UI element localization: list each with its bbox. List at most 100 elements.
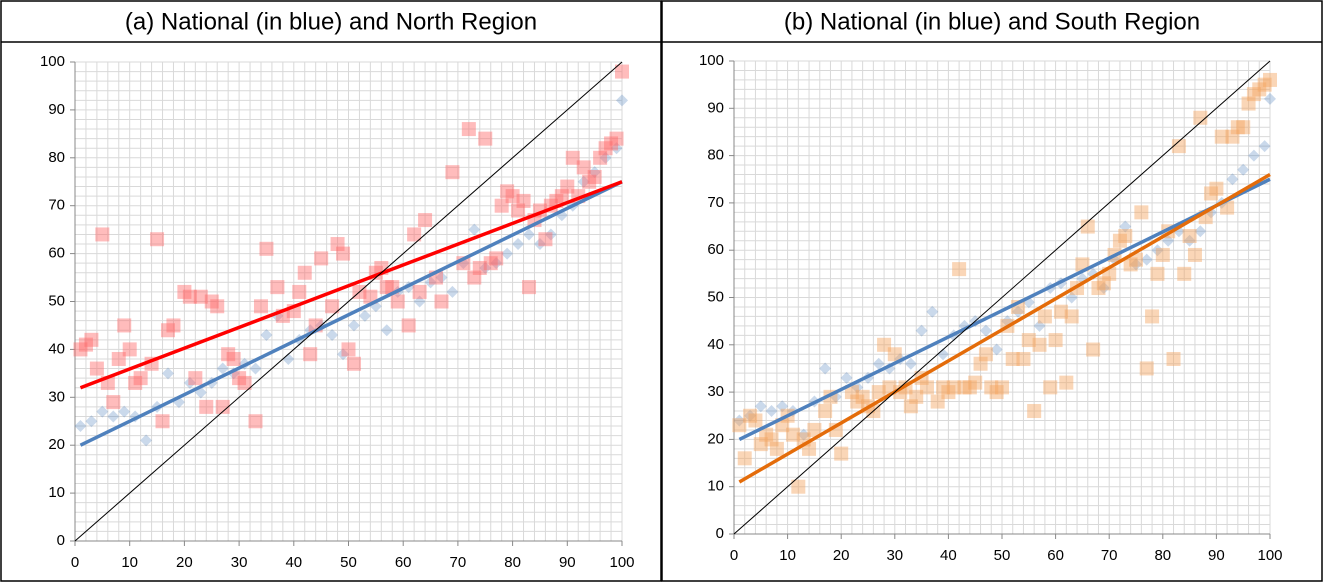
point bbox=[341, 342, 356, 357]
point bbox=[871, 385, 886, 400]
y-tick-label: 50 bbox=[707, 288, 724, 305]
point bbox=[807, 422, 822, 437]
point bbox=[489, 251, 504, 266]
point bbox=[326, 329, 339, 342]
point bbox=[501, 247, 514, 260]
point bbox=[1214, 129, 1229, 144]
point bbox=[834, 446, 849, 461]
point bbox=[418, 213, 433, 228]
point bbox=[1171, 139, 1186, 154]
point bbox=[769, 441, 784, 456]
point bbox=[818, 404, 833, 419]
x-tick-label: 90 bbox=[559, 554, 576, 571]
point bbox=[407, 227, 422, 242]
y-tick-label: 60 bbox=[707, 241, 724, 258]
y-tick-label: 0 bbox=[57, 532, 65, 549]
point bbox=[1043, 380, 1058, 395]
point bbox=[764, 432, 779, 447]
point bbox=[260, 329, 273, 342]
point bbox=[249, 362, 262, 375]
point bbox=[467, 270, 482, 285]
point bbox=[615, 64, 629, 79]
x-tick-label: 50 bbox=[340, 554, 357, 571]
y-tick-label: 70 bbox=[707, 194, 724, 211]
point bbox=[754, 400, 767, 413]
point bbox=[1166, 351, 1181, 366]
y-tick-label: 10 bbox=[48, 484, 65, 501]
point bbox=[872, 357, 885, 370]
point bbox=[1237, 163, 1250, 176]
point bbox=[882, 380, 897, 395]
point bbox=[776, 400, 789, 413]
point bbox=[479, 261, 492, 274]
point bbox=[1048, 333, 1063, 348]
y-tick-label: 20 bbox=[707, 430, 724, 447]
point bbox=[505, 189, 520, 204]
point bbox=[937, 348, 950, 361]
point bbox=[941, 385, 956, 400]
point bbox=[435, 271, 448, 284]
y-tick-label: 30 bbox=[707, 383, 724, 400]
trend-line bbox=[733, 60, 1271, 535]
point bbox=[904, 357, 917, 370]
x-tick-label: 100 bbox=[609, 554, 634, 571]
point bbox=[1119, 220, 1132, 233]
point bbox=[840, 371, 853, 384]
point bbox=[1096, 276, 1111, 291]
x-tick-label: 0 bbox=[71, 554, 79, 571]
point bbox=[743, 408, 758, 423]
point bbox=[560, 179, 575, 194]
x-tick-label: 80 bbox=[504, 554, 521, 571]
x-tick-label: 30 bbox=[886, 547, 903, 564]
point bbox=[424, 276, 437, 289]
point bbox=[538, 232, 553, 247]
point bbox=[118, 405, 131, 418]
x-tick-label: 60 bbox=[1047, 547, 1064, 564]
point bbox=[128, 375, 143, 390]
point bbox=[380, 324, 393, 337]
point bbox=[226, 351, 241, 366]
point bbox=[253, 299, 268, 314]
point bbox=[990, 343, 1003, 356]
point bbox=[85, 415, 98, 428]
point bbox=[577, 175, 590, 188]
x-tick-label: 40 bbox=[285, 554, 302, 571]
point bbox=[472, 260, 487, 275]
point bbox=[733, 414, 746, 427]
point bbox=[1257, 77, 1272, 92]
point bbox=[1151, 244, 1164, 257]
point bbox=[1263, 72, 1277, 87]
point bbox=[609, 131, 624, 146]
point bbox=[744, 409, 757, 422]
point bbox=[166, 318, 181, 333]
x-tick-label: 50 bbox=[994, 547, 1011, 564]
point bbox=[78, 337, 93, 352]
point bbox=[292, 284, 307, 299]
point bbox=[1204, 186, 1219, 201]
point bbox=[193, 289, 208, 304]
point bbox=[1064, 309, 1079, 324]
point bbox=[844, 385, 859, 400]
point bbox=[434, 294, 449, 309]
trend-line bbox=[79, 180, 623, 390]
point bbox=[160, 323, 175, 338]
point bbox=[855, 389, 870, 404]
point bbox=[74, 420, 87, 433]
point bbox=[909, 389, 924, 404]
point bbox=[1097, 282, 1110, 295]
point bbox=[188, 371, 203, 386]
point bbox=[554, 189, 569, 204]
point bbox=[237, 375, 252, 390]
point bbox=[1258, 140, 1271, 153]
point bbox=[232, 371, 247, 386]
point bbox=[337, 348, 350, 361]
y-tick-label: 20 bbox=[48, 436, 65, 453]
point bbox=[819, 362, 832, 375]
point bbox=[926, 305, 939, 318]
x-tick-label: 30 bbox=[231, 554, 248, 571]
point bbox=[446, 285, 459, 298]
point bbox=[962, 380, 977, 395]
point bbox=[95, 227, 110, 242]
point bbox=[1182, 229, 1197, 244]
point bbox=[117, 318, 132, 333]
